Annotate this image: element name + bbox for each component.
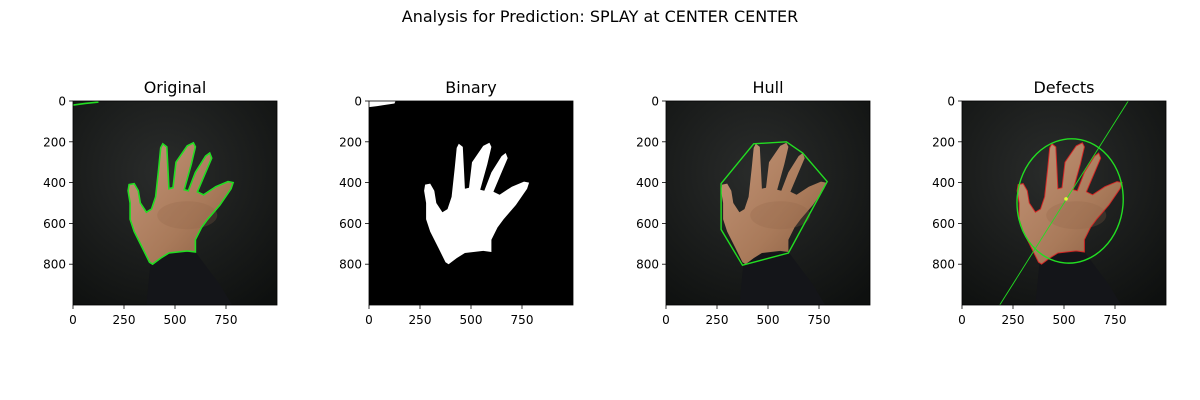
y-tick-label: 600: [932, 217, 955, 231]
x-tick-label: 750: [1104, 313, 1127, 327]
hand-region: [721, 142, 827, 265]
x-tick-label: 750: [215, 313, 238, 327]
centroid-point: [1064, 197, 1068, 201]
sleeve-region: [146, 251, 233, 305]
y-tick-label: 0: [651, 95, 659, 109]
knuckle-shade: [750, 201, 811, 230]
subplot-title: Defects: [1033, 78, 1094, 97]
convex-hull: [720, 141, 829, 267]
figure-suptitle: Analysis for Prediction: SPLAY at CENTER…: [402, 7, 798, 26]
x-tick-label: 0: [69, 313, 77, 327]
hand-region: [1017, 142, 1123, 265]
subplot-original: Original 0 250 500 750 0 200 400 600 800: [43, 78, 278, 327]
x-tick-label: 500: [164, 313, 187, 327]
subplot-defects: Defects 0 250 500 750 0 200 400 600 800: [932, 78, 1167, 327]
y-tick-label: 200: [636, 135, 659, 149]
y-tick-label: 600: [339, 217, 362, 231]
x-tick-label: 0: [365, 313, 373, 327]
sleeve-region: [1035, 251, 1122, 305]
knuckle-shade: [1046, 201, 1107, 230]
y-tick-label: 600: [43, 217, 66, 231]
subplot-hull: Hull 0 250 500 750 0 200 400 600 800: [636, 78, 871, 327]
x-tick-label: 500: [757, 313, 780, 327]
y-tick-label: 600: [636, 217, 659, 231]
y-tick-label: 800: [339, 258, 362, 272]
subplot-title: Binary: [445, 78, 496, 97]
y-tick-label: 800: [932, 258, 955, 272]
x-tick-label: 500: [1053, 313, 1076, 327]
y-tick-label: 200: [932, 135, 955, 149]
y-tick-label: 400: [339, 176, 362, 190]
knuckle-shade: [157, 201, 218, 230]
x-tick-label: 500: [460, 313, 483, 327]
subplot-binary: Binary 0 250 500 750 0 200 400 600 800: [339, 78, 574, 327]
x-tick-label: 250: [706, 313, 729, 327]
x-tick-label: 250: [1002, 313, 1025, 327]
y-tick-label: 400: [932, 176, 955, 190]
mask-corner-blob: [369, 101, 396, 108]
x-tick-label: 0: [662, 313, 670, 327]
hand-mask: [424, 142, 530, 265]
subplot-title: Hull: [752, 78, 783, 97]
x-tick-label: 250: [409, 313, 432, 327]
x-tick-label: 750: [511, 313, 534, 327]
y-tick-label: 0: [354, 95, 362, 109]
y-tick-label: 0: [58, 95, 66, 109]
x-tick-label: 750: [808, 313, 831, 327]
hand-region: [128, 142, 234, 265]
x-tick-label: 250: [113, 313, 136, 327]
subplot-panels: Original 0 250 500 750 0 200 400 600 800 Binary 0 25…: [43, 78, 1167, 327]
orientation-axis-line: [999, 101, 1129, 305]
y-tick-label: 400: [43, 176, 66, 190]
sleeve-region: [739, 251, 826, 305]
y-tick-label: 400: [636, 176, 659, 190]
y-tick-label: 200: [43, 135, 66, 149]
hand-contour: [127, 141, 235, 266]
y-tick-label: 800: [636, 258, 659, 272]
fitted-ellipse: [1016, 138, 1124, 264]
corner-contour: [73, 101, 99, 106]
y-tick-label: 800: [43, 258, 66, 272]
subplot-title: Original: [144, 78, 207, 97]
y-tick-label: 200: [339, 135, 362, 149]
defect-contour: [1016, 142, 1123, 265]
x-tick-label: 0: [958, 313, 966, 327]
y-tick-label: 0: [947, 95, 955, 109]
